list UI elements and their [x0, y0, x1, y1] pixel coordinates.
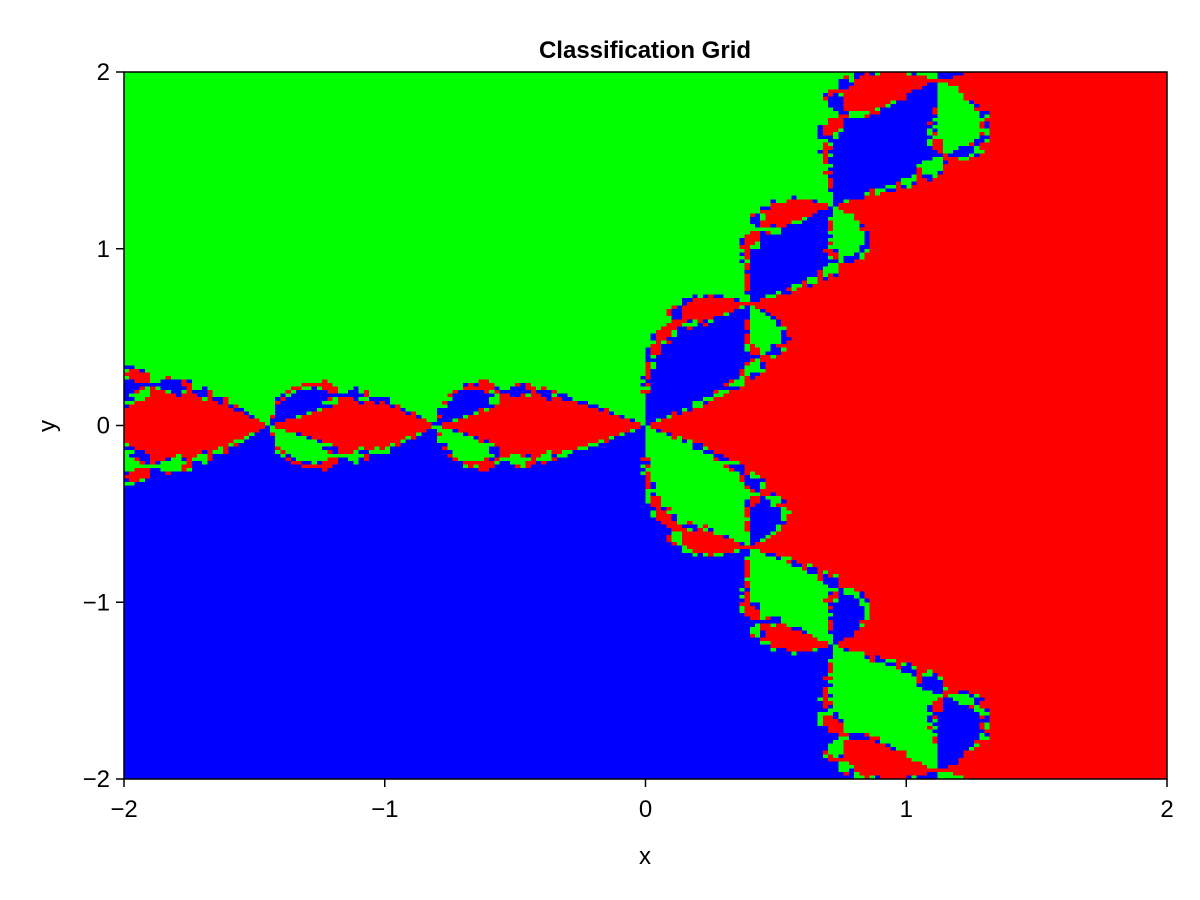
x-tick-label: −2	[110, 796, 137, 823]
x-axis-ticks: −2 −1 0 1 2	[110, 779, 1174, 823]
y-tick-label: 0	[97, 413, 110, 440]
y-tick-label: 1	[97, 236, 110, 263]
x-tick-label: −1	[371, 796, 398, 823]
y-axis-ticks: −2 −1 0 1 2	[83, 59, 124, 793]
x-tick-label: 0	[639, 796, 652, 823]
heatmap-cells	[124, 72, 1167, 779]
x-tick-label: 1	[900, 796, 913, 823]
heatmap-image	[124, 72, 1167, 779]
x-axis-label: x	[639, 843, 651, 870]
x-tick-label: 2	[1160, 796, 1173, 823]
y-axis-label: y	[34, 420, 61, 432]
y-tick-label: 2	[97, 59, 110, 86]
chart-title: Classification Grid	[539, 37, 751, 64]
y-tick-label: −1	[83, 589, 110, 616]
y-tick-label: −2	[83, 766, 110, 793]
